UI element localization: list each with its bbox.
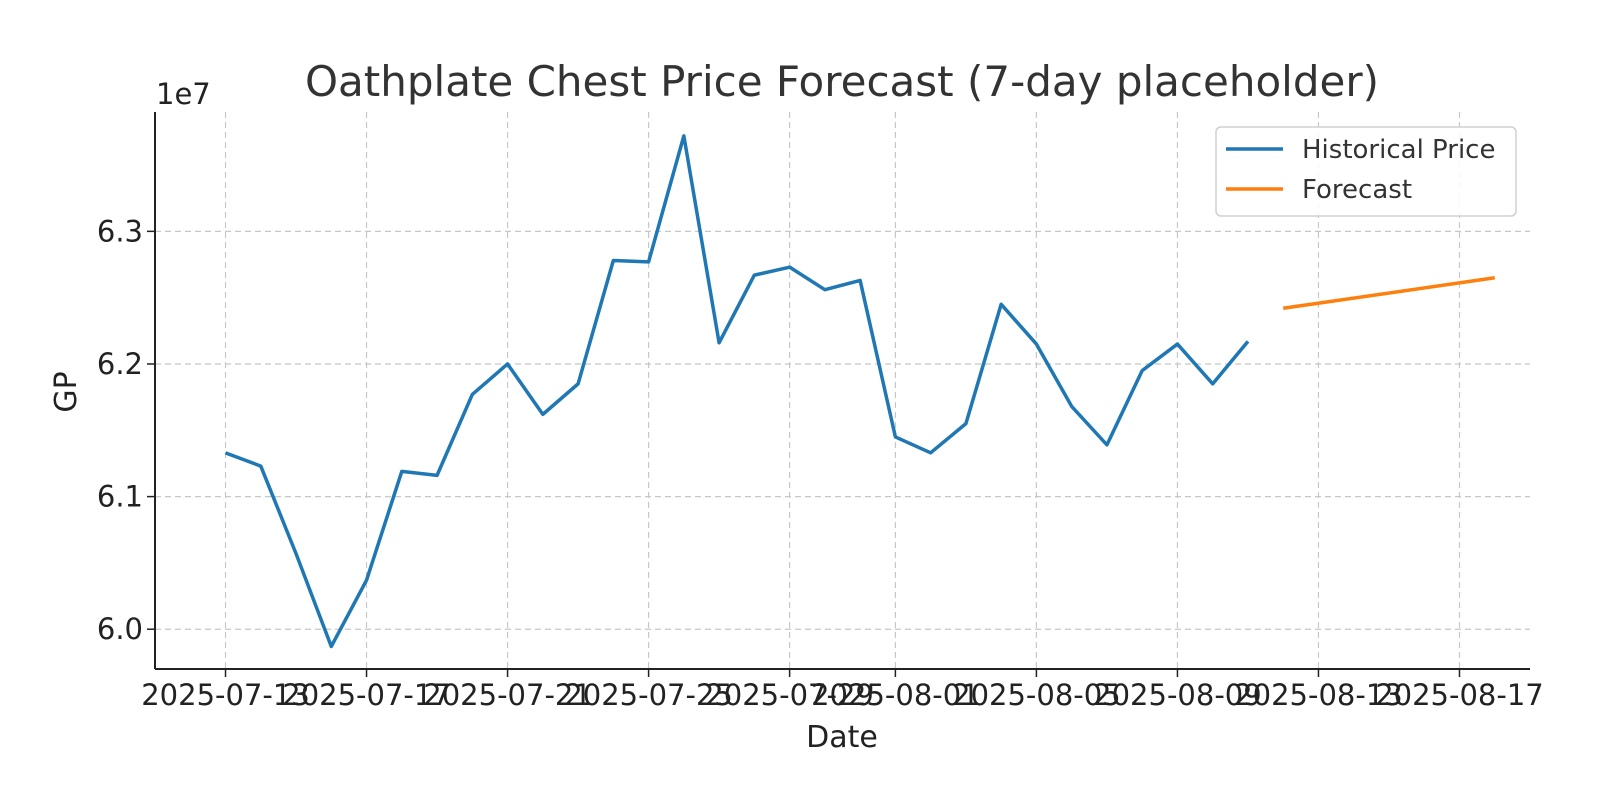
x-tick-label: 2025-08-01 [811, 678, 980, 712]
y-tick-label: 6.3 [97, 214, 143, 248]
forecast-line [1282, 276, 1495, 311]
y-tick-label: 6.0 [97, 612, 143, 646]
x-axis-label: Date [806, 720, 878, 755]
x-tick-label: 2025-07-29 [705, 678, 874, 712]
x-tick-label: 2025-08-05 [952, 678, 1121, 712]
legend: Historical Price Forecast [1215, 126, 1517, 217]
x-axis-ticks: 2025-07-132025-07-172025-07-212025-07-25… [141, 669, 1544, 712]
chart-title: Oathplate Chest Price Forecast (7-day pl… [305, 57, 1379, 106]
x-tick-label: 2025-07-13 [141, 678, 310, 712]
historical-price-line [224, 134, 1250, 649]
x-tick-label: 2025-07-17 [282, 678, 451, 712]
x-tick-label: 2025-07-21 [423, 678, 592, 712]
series-lines [224, 134, 1495, 649]
legend-frame [1215, 126, 1517, 217]
y-axis-ticks: 6.0 6.1 6.2 6.3 [97, 214, 155, 646]
y-tick-label: 6.2 [97, 347, 143, 381]
y-axis-label: GP [49, 371, 84, 412]
x-tick-label: 2025-08-09 [1093, 678, 1262, 712]
y-offset-text: 1e7 [156, 77, 211, 111]
y-tick-label: 6.1 [97, 480, 143, 514]
x-tick-label: 2025-08-17 [1375, 678, 1544, 712]
legend-label-forecast: Forecast [1302, 175, 1412, 205]
x-tick-label: 2025-07-25 [564, 678, 733, 712]
legend-label-historical: Historical Price [1302, 135, 1495, 165]
x-tick-label: 2025-08-13 [1234, 678, 1403, 712]
